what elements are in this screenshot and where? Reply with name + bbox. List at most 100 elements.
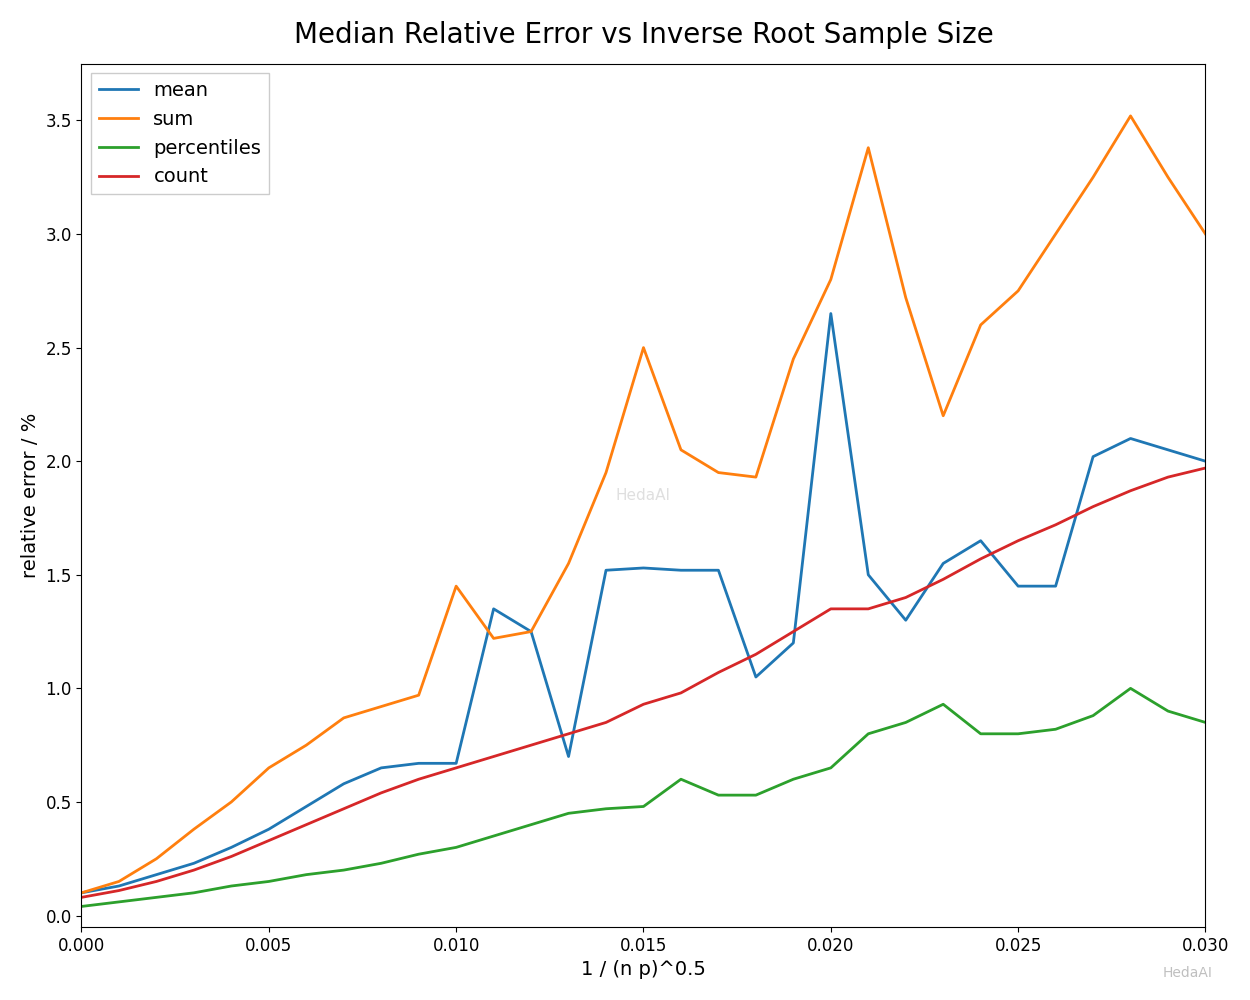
mean [974,535,989,547]
Text: HedaAI: HedaAI [616,488,671,503]
sum [224,796,239,808]
sum [374,701,389,713]
sum [1011,285,1026,297]
mean [711,564,726,576]
mean [261,823,276,835]
percentiles [261,875,276,887]
mean [111,880,126,892]
percentiles [824,762,839,774]
sum [711,467,726,479]
sum [74,887,89,899]
mean [561,751,576,763]
mean [861,569,876,581]
percentiles [299,869,314,881]
percentiles [861,728,876,740]
sum [336,712,351,724]
Title: Median Relative Error vs Inverse Root Sample Size: Median Relative Error vs Inverse Root Sa… [294,21,994,49]
sum [561,557,576,569]
count [486,751,501,763]
mean [1011,580,1026,592]
count [636,698,651,710]
count [824,603,839,615]
percentiles [1048,723,1062,735]
percentiles [1198,716,1212,728]
sum [1085,171,1100,183]
sum [149,853,164,865]
percentiles [74,900,89,912]
mean [749,671,764,683]
mean [1160,444,1175,456]
count [374,787,389,799]
count [561,728,576,740]
percentiles [636,800,651,812]
mean [1198,455,1212,467]
count [186,864,201,876]
mean [299,800,314,812]
Y-axis label: relative error / %: relative error / % [21,413,40,578]
sum [749,471,764,483]
percentiles [486,830,501,842]
sum [1122,110,1138,122]
percentiles [411,848,426,860]
mean [524,626,539,638]
count [674,687,689,699]
sum [1160,171,1175,183]
mean [674,564,689,576]
count [599,716,614,728]
Line: percentiles: percentiles [81,688,1205,906]
sum [974,319,989,331]
percentiles [149,891,164,903]
mean [224,841,239,853]
sum [299,739,314,751]
sum [111,875,126,887]
sum [449,580,464,592]
sum [899,292,914,304]
percentiles [1160,705,1175,717]
count [449,762,464,774]
count [524,739,539,751]
mean [599,564,614,576]
mean [936,557,951,569]
count [899,592,914,604]
count [224,850,239,862]
percentiles [749,789,764,801]
percentiles [899,716,914,728]
count [299,819,314,831]
percentiles [674,773,689,785]
sum [1048,228,1062,240]
count [111,885,126,897]
count [1011,535,1026,547]
percentiles [1122,682,1138,694]
mean [899,614,914,626]
percentiles [599,803,614,815]
sum [599,467,614,479]
count [336,803,351,815]
sum [674,444,689,456]
sum [524,626,539,638]
mean [786,637,801,649]
count [1085,501,1100,513]
count [261,835,276,847]
Line: mean: mean [81,314,1205,893]
mean [1085,451,1100,463]
count [74,891,89,903]
sum [861,142,876,154]
count [974,553,989,565]
mean [411,757,426,769]
mean [74,887,89,899]
sum [936,410,951,422]
Line: sum: sum [81,116,1205,893]
sum [486,632,501,644]
mean [449,757,464,769]
count [1160,471,1175,483]
count [1122,485,1138,497]
count [936,573,951,585]
sum [824,273,839,285]
sum [261,762,276,774]
Legend: mean, sum, percentiles, count: mean, sum, percentiles, count [91,73,269,194]
percentiles [449,841,464,853]
percentiles [786,773,801,785]
mean [636,562,651,574]
mean [186,857,201,869]
percentiles [224,880,239,892]
